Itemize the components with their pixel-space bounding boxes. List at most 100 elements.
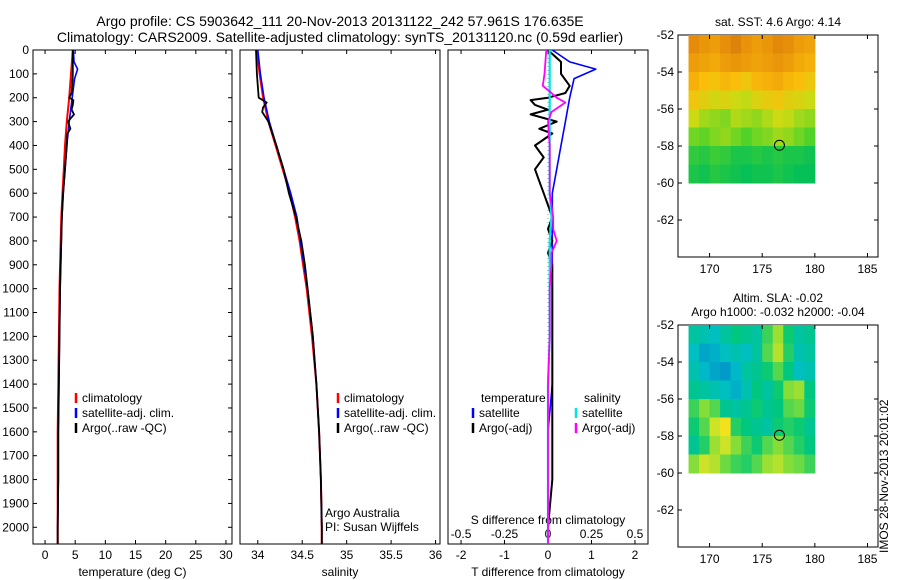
legend-label: Argo(-adj) [582,421,635,435]
xtick-label: -1 [499,548,510,562]
heatmap-cell [741,53,753,73]
heatmap-cell [751,380,763,400]
xtick-label: 2 [632,548,639,562]
map-ytick-label: -52 [657,318,675,332]
ytick-label: 500 [9,162,29,176]
heatmap-cell [793,380,805,400]
ytick-label: 900 [9,258,29,272]
heatmap-cell [783,35,795,54]
legend-label: Argo(-adj) [479,421,532,435]
legend-title-salinity: salinity [584,391,621,405]
heatmap-cell [762,35,774,54]
heatmap-cell [793,454,805,474]
heatmap-cell [709,380,721,400]
heatmap-cell [793,325,805,344]
heatmap-cell [804,436,816,455]
map-xtick-label: 175 [752,262,772,276]
x-axis-label: salinity [322,565,359,579]
heatmap-cell [699,454,711,474]
heatmap-cell [709,436,721,455]
heatmap-cell [762,454,774,474]
map-ytick-label: -60 [657,466,675,480]
ytick-label: 1200 [2,329,29,343]
heatmap-cell [741,164,753,184]
heatmap-cell [804,109,816,128]
heatmap-cell [699,90,711,110]
heatmap-cell [720,380,732,400]
series-line-3 [255,49,323,544]
xtick-label: 34 [251,548,265,562]
heatmap-cell [751,362,763,381]
x2tick-label: -0.25 [491,527,519,541]
map-panel-sla: 170 175 180 185 -52 -54 -56 -58 -60 -62 Altim. SLA… [657,291,879,566]
ytick-label: 800 [9,234,29,248]
heatmap-cell [772,35,784,54]
heatmap-cell [709,127,721,147]
heatmap-cell [783,164,795,184]
map-xtick-label: 170 [700,552,720,566]
figure-title-line1: Argo profile: CS 5903642_111 20-Nov-2013… [96,13,583,29]
heatmap-cell [720,343,732,363]
ytick-label: 1800 [2,473,29,487]
heatmap-cell [751,109,763,128]
xtick-label: 10 [99,548,113,562]
heatmap-cell [762,127,774,147]
x2tick-label: 0.5 [627,527,644,541]
map-ytick-label: -58 [657,139,675,153]
heatmap-cell [699,436,711,455]
heatmap-cell [741,146,753,165]
heatmap-cell [741,325,753,344]
legend-label: satellite [582,406,623,420]
heatmap-cell [793,72,805,91]
map-ytick-label: -58 [657,429,675,443]
heatmap-cell [741,380,753,400]
heatmap-cell [751,35,763,54]
argo-position-marker [773,429,785,441]
x-axis-label: temperature (deg C) [78,565,186,579]
heatmap-cell [709,53,721,73]
heatmap-cell [793,343,805,363]
heatmap-cell [730,53,742,73]
heatmap-cell [783,417,795,437]
heatmap-cell [699,164,711,184]
heatmap-cell [783,454,795,474]
heatmap-cell [699,127,711,147]
map-ytick-label: -60 [657,176,675,190]
heatmap-cell [688,146,700,165]
heatmap-cell [699,325,711,344]
imos-timestamp: IMOS 28-Nov-2013 20:01:02 [877,399,891,553]
heatmap-cell [720,399,732,418]
map-panel-sst: 170 175 180 185 -52 -54 -56 -58 -60 -62 sat. SST: … [657,15,879,276]
heatmap-cell [804,146,816,165]
xtick-label: 30 [219,548,233,562]
heatmap-cell [720,35,732,54]
ytick-label: 1100 [3,306,29,320]
map-title: sat. SST: 4.6 Argo: 4.14 [715,15,841,29]
legend-label: Argo(..raw -QC) [82,421,167,435]
ytick-label: 1900 [2,496,29,510]
x-axis-label: T difference from climatology [471,565,625,579]
series-line-3 [56,50,75,544]
heatmap-cell [793,417,805,437]
chart-panels: 0100200300400500600700800900100011001200… [2,15,879,579]
heatmap-cell [720,454,732,474]
heatmap-cell [741,127,753,147]
heatmap-cell [730,343,742,363]
heatmap-cell [793,362,805,381]
heatmap-cell [688,90,700,110]
heatmap-cell [730,380,742,400]
heatmap-cell [720,127,732,147]
heatmap-cell [762,53,774,73]
heatmap-cell [804,399,816,418]
heatmap-cell [783,325,795,344]
figure-title-line2: Climatology: CARS2009. Satellite-adjuste… [57,29,623,45]
heatmap-cell [720,417,732,437]
heatmap-cell [741,436,753,455]
heatmap-cell [699,380,711,400]
heatmap-cell [804,454,816,474]
legend-title-temperature: temperature [481,391,546,405]
heatmap-cell [709,454,721,474]
heatmap-cell [762,90,774,110]
xtick-label: 34.5 [291,548,315,562]
